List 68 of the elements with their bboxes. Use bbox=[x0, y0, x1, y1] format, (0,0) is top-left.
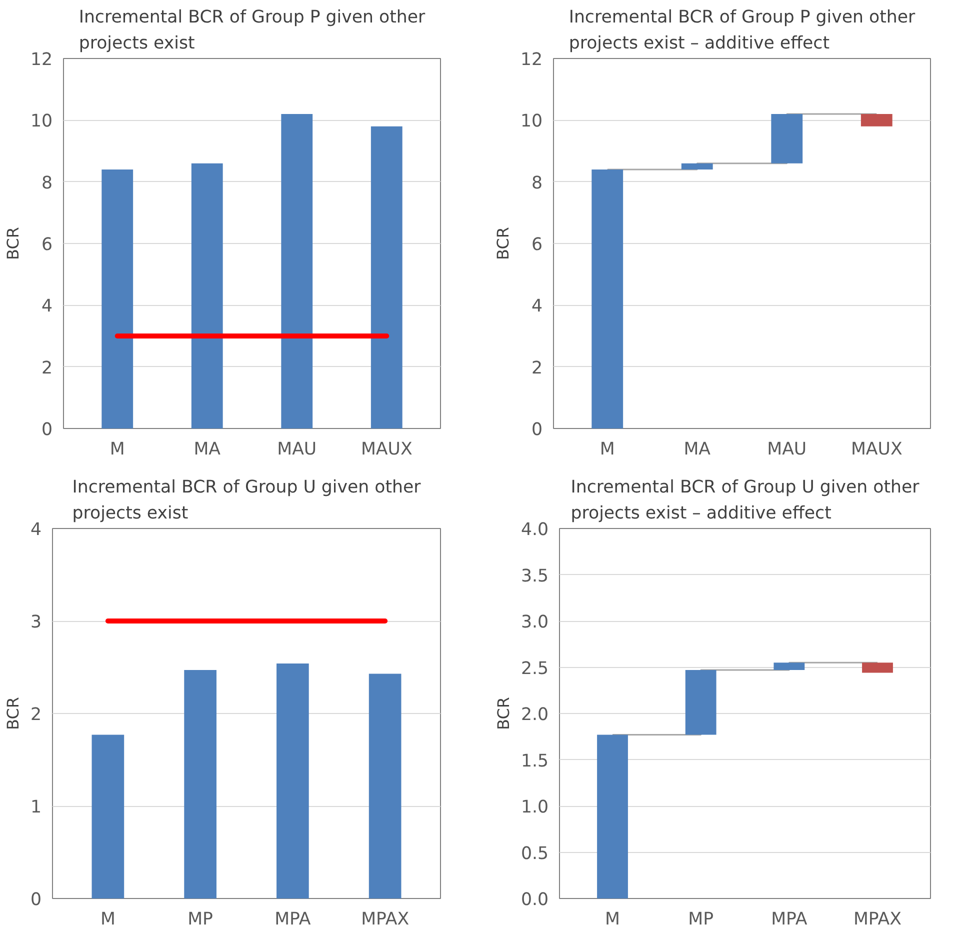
y-tick-label: 3.5 bbox=[520, 566, 549, 586]
y-tick-label: 4 bbox=[30, 520, 42, 540]
y-tick-label: 8 bbox=[41, 173, 53, 194]
bar bbox=[276, 664, 309, 898]
y-tick-label: 3.0 bbox=[520, 612, 549, 632]
y-axis-title: BCR bbox=[3, 697, 22, 730]
x-tick-label: MPAX bbox=[853, 910, 902, 930]
y-tick-label: 2.5 bbox=[520, 658, 549, 679]
chart-title: Incremental BCR of Group P given other projects exist bbox=[78, 8, 426, 54]
y-tick-label: 0.0 bbox=[520, 890, 549, 910]
y-tick-label: 6 bbox=[41, 235, 53, 255]
chart-title: Incremental BCR of Group U given other projects exist – additive effect bbox=[570, 478, 920, 524]
y-tick-label: 2 bbox=[30, 705, 42, 725]
x-tick-label: MA bbox=[684, 440, 711, 460]
y-tick-label: 0.5 bbox=[520, 844, 549, 864]
x-tick-label: MPAX bbox=[361, 910, 410, 930]
bar bbox=[281, 114, 313, 428]
y-tick-label: 0 bbox=[41, 420, 53, 440]
y-tick-label: 0 bbox=[30, 890, 42, 910]
bar bbox=[92, 734, 124, 898]
bar bbox=[685, 670, 716, 735]
bar bbox=[368, 674, 402, 898]
y-axis-title: BCR bbox=[3, 227, 22, 260]
x-tick-label: M bbox=[605, 910, 620, 930]
y-tick-label: 2.0 bbox=[520, 705, 549, 725]
x-tick-label: MP bbox=[688, 910, 714, 930]
bar bbox=[102, 170, 134, 428]
x-tick-label: MPA bbox=[274, 910, 311, 930]
y-tick-label: 8 bbox=[531, 173, 543, 194]
y-tick-label: 1 bbox=[30, 798, 42, 818]
x-tick-label: MAU bbox=[767, 440, 807, 460]
bar bbox=[862, 662, 893, 673]
x-tick-label: MP bbox=[188, 910, 214, 930]
y-tick-label: 1.0 bbox=[520, 798, 549, 818]
y-tick-label: 4.0 bbox=[520, 520, 549, 540]
y-tick-label: 4 bbox=[41, 296, 53, 317]
y-tick-label: 12 bbox=[520, 50, 543, 70]
y-axis-title: BCR bbox=[494, 697, 513, 730]
bar bbox=[771, 114, 803, 164]
y-tick-label: 2 bbox=[41, 358, 53, 378]
y-axis-title: BCR bbox=[493, 227, 512, 260]
bar bbox=[370, 126, 402, 428]
x-tick-label: MAUX bbox=[850, 440, 902, 460]
y-tick-label: 4 bbox=[531, 296, 543, 317]
y-tick-label: 10 bbox=[30, 112, 53, 132]
x-tick-label: M bbox=[100, 910, 116, 930]
x-tick-label: MAUX bbox=[360, 440, 412, 460]
x-tick-label: M bbox=[110, 440, 125, 460]
bar bbox=[681, 163, 713, 170]
bar bbox=[774, 662, 805, 670]
y-tick-label: 6 bbox=[531, 235, 543, 255]
x-tick-label: MAU bbox=[277, 440, 317, 460]
y-tick-label: 0 bbox=[531, 420, 543, 440]
x-tick-label: MPA bbox=[771, 910, 808, 930]
bar bbox=[592, 170, 624, 428]
bar bbox=[597, 734, 628, 898]
chart-title: Incremental BCR of Group P given other projects exist – additive effect bbox=[568, 8, 916, 54]
y-tick-label: 12 bbox=[30, 50, 53, 70]
bar bbox=[184, 670, 216, 898]
y-tick-label: 1.5 bbox=[520, 751, 549, 772]
x-tick-label: M bbox=[600, 440, 615, 460]
y-tick-label: 3 bbox=[30, 612, 42, 632]
y-tick-label: 2 bbox=[531, 358, 543, 378]
bar bbox=[191, 163, 223, 428]
x-tick-label: MA bbox=[194, 440, 221, 460]
y-tick-label: 10 bbox=[520, 112, 543, 132]
bar bbox=[860, 114, 892, 126]
chart-title: Incremental BCR of Group U given other projects exist bbox=[72, 478, 422, 524]
